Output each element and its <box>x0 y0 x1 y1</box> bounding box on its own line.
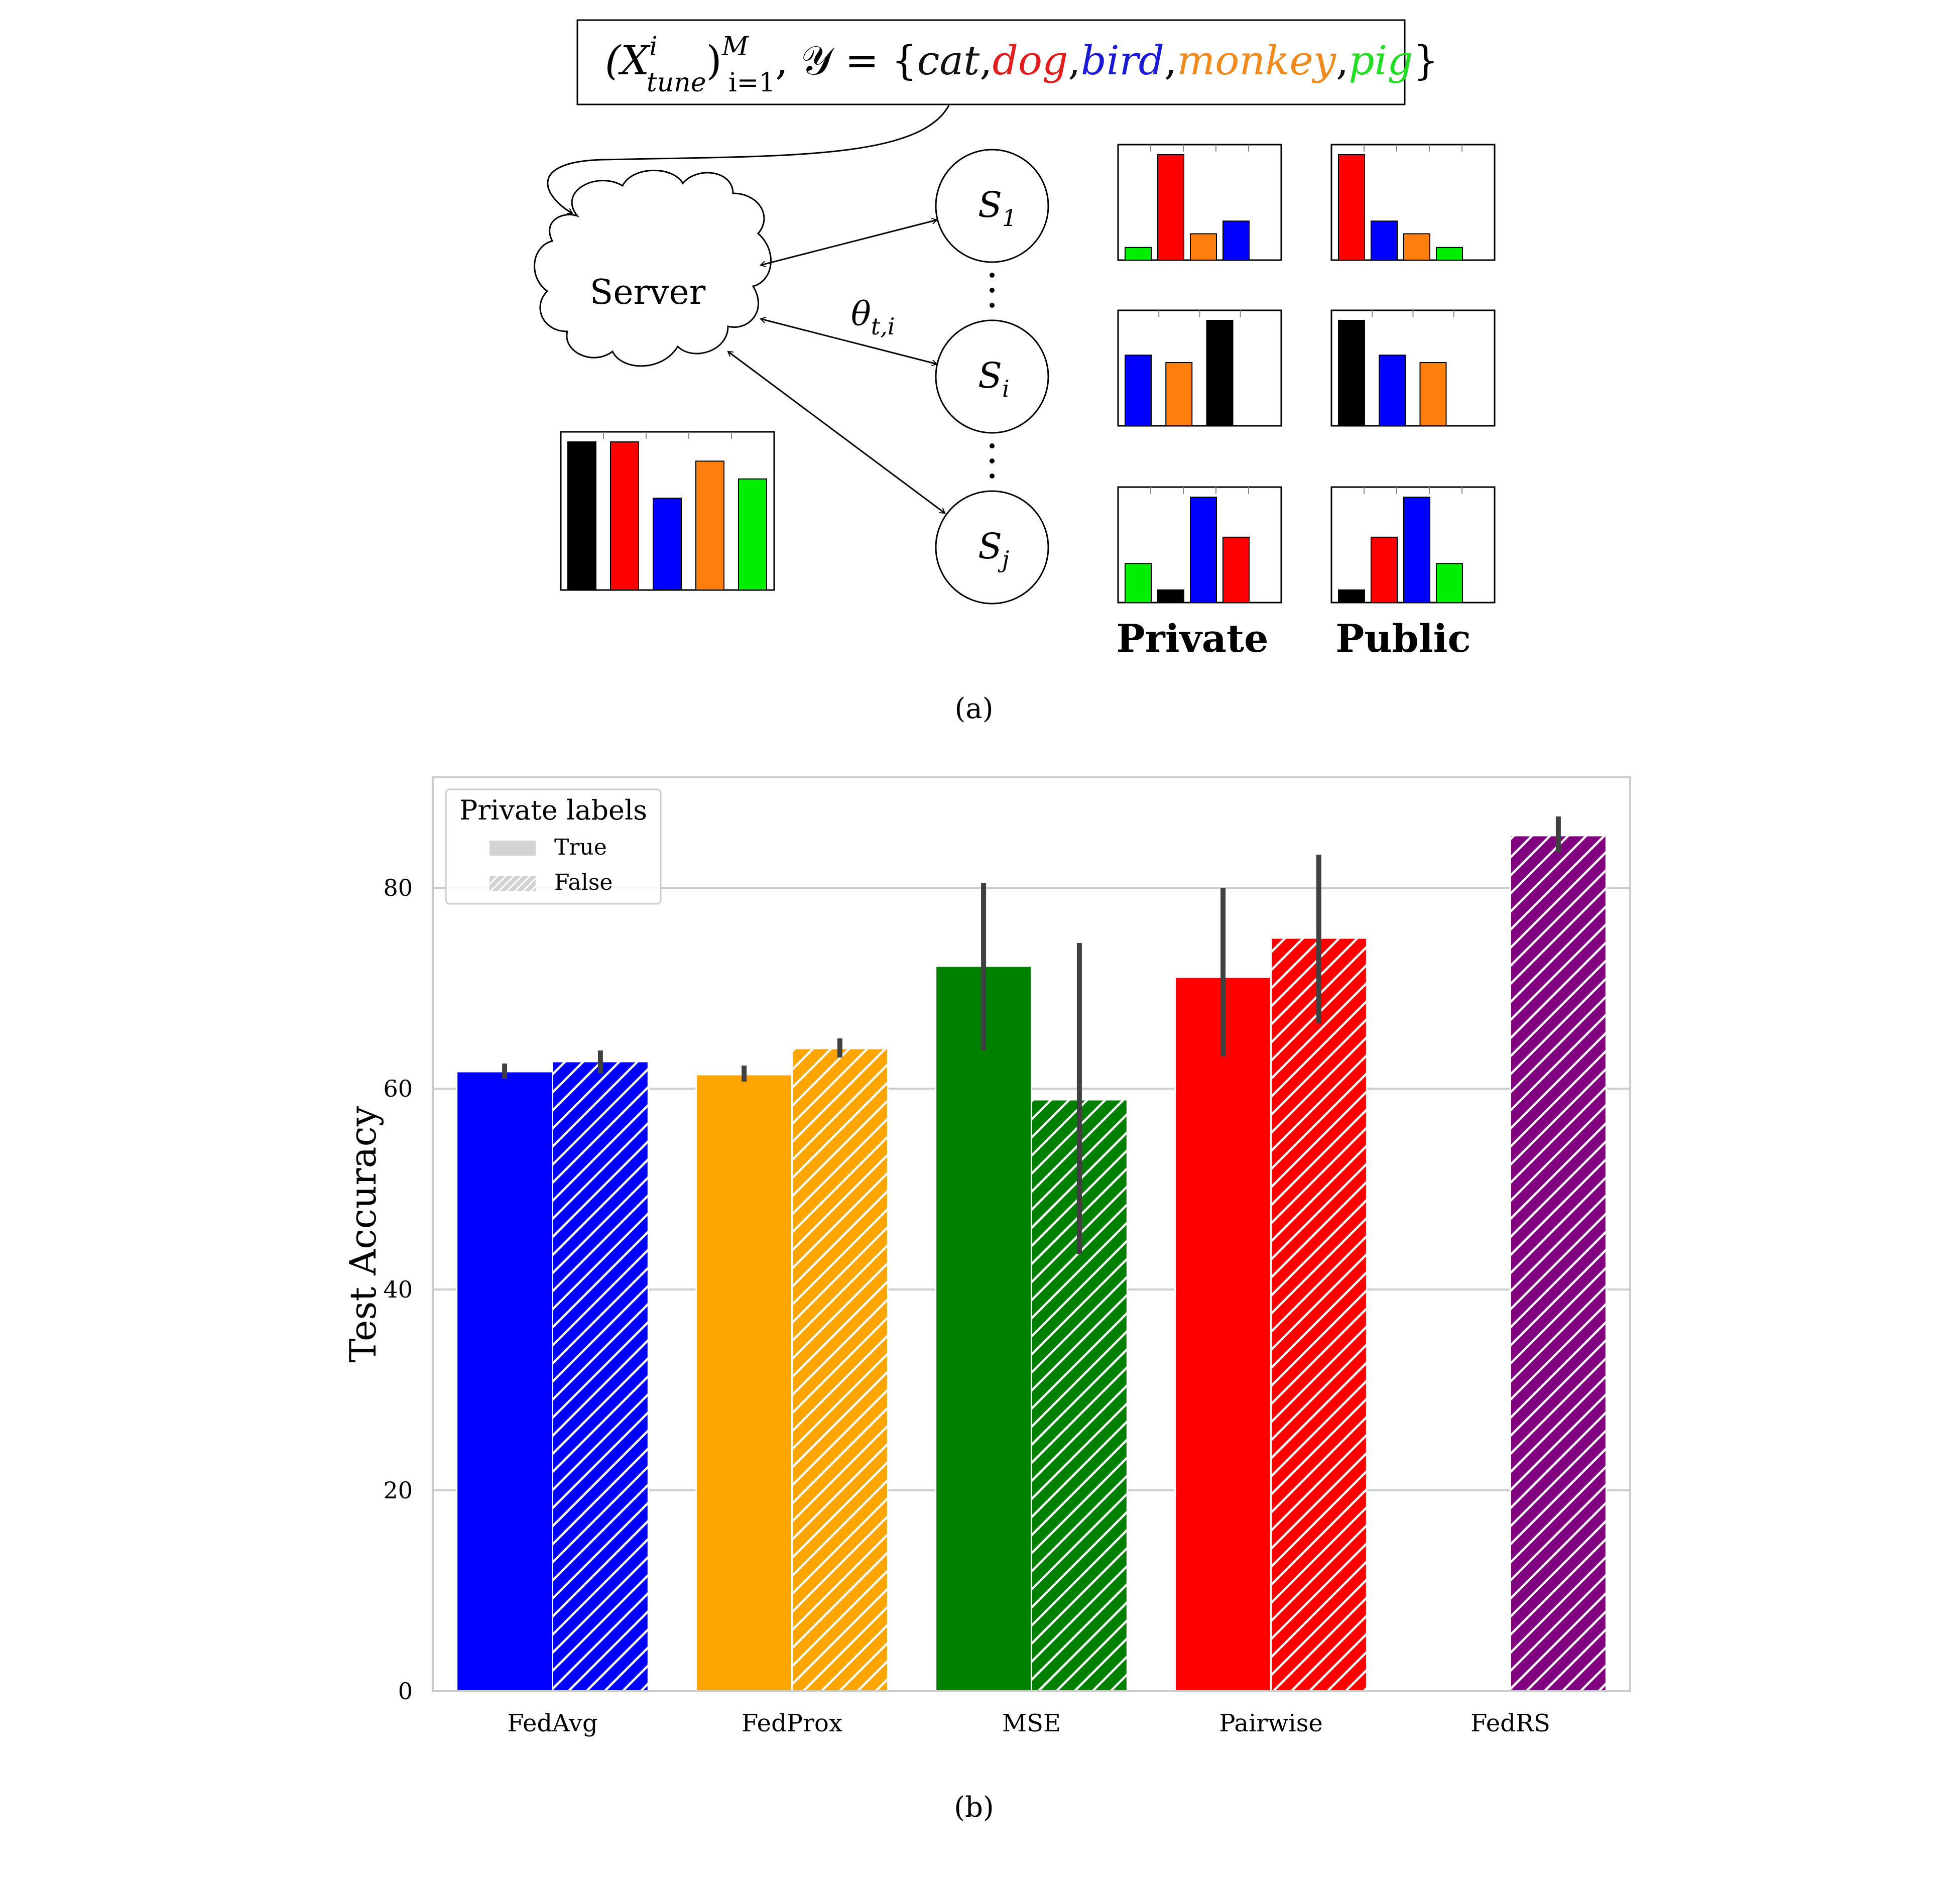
legend: Private labels True False <box>445 788 662 905</box>
private-histogram-2-bar <box>1206 320 1234 426</box>
node-label: S1 <box>978 184 1017 231</box>
private-histogram-2-bar <box>1165 362 1193 426</box>
arrow-server-s1 <box>761 220 937 265</box>
private-histogram-1-bar <box>1157 154 1184 261</box>
bar-fedavg-false-hatch <box>552 1062 649 1691</box>
bar-fedprox-false-hatch <box>792 1048 888 1691</box>
edge-label-theta: θt,i <box>851 295 895 340</box>
public-label: Public <box>1335 616 1471 661</box>
client-node-j: Sj <box>935 490 1049 605</box>
server-cloud: Server <box>534 169 772 367</box>
y-tick-label: 60 <box>383 1075 413 1102</box>
formula-label-monkey: monkey <box>1177 37 1336 84</box>
private-label: Private <box>1117 616 1269 661</box>
private-histogram-1-bar <box>1222 220 1250 261</box>
x-tick-label-pairwise: Pairwise <box>1219 1709 1323 1737</box>
y-axis-label: Test Accuracy <box>342 1106 384 1362</box>
public-histogram-1-bar <box>1403 233 1430 261</box>
bar-pairwise-true <box>1174 976 1272 1692</box>
legend-label-true: True <box>554 835 607 860</box>
x-tick-label-fedrs: FedRS <box>1471 1709 1550 1737</box>
private-histogram-1 <box>1117 144 1282 261</box>
formula-comma: , <box>1068 37 1080 84</box>
private-histogram-1-bar <box>1190 233 1217 261</box>
private-histogram-3-bar <box>1157 589 1184 604</box>
x-tick-label-fedprox: FedProx <box>742 1709 842 1737</box>
y-tick-label: 40 <box>383 1276 413 1303</box>
node-label: Si <box>978 355 1010 402</box>
y-tick-label: 80 <box>383 874 413 901</box>
error-bars <box>502 816 1561 1254</box>
arrow-server-si <box>761 319 937 364</box>
private-histogram-1-bar <box>1125 247 1152 261</box>
public-histogram-3-bar <box>1403 497 1430 603</box>
server-histogram-bar <box>738 478 767 591</box>
formula-comma: , <box>1164 37 1177 84</box>
legend-title: Private labels <box>459 794 647 826</box>
legend-label-false: False <box>554 870 612 895</box>
formula-text: (Xi tune)M i=1, 𝒴 = {cat,dog,bird,monkey,p… <box>605 32 1438 98</box>
public-histogram-2-bar <box>1338 320 1365 426</box>
formula-comma: , <box>979 37 992 84</box>
public-histogram-1-bar <box>1338 154 1365 261</box>
server-histogram-bar <box>653 498 682 591</box>
public-histogram-3-bar <box>1371 536 1398 604</box>
public-histogram-1 <box>1330 144 1496 261</box>
x-tick-label-mse: MSE <box>1002 1709 1061 1737</box>
diagram-panel-a: (Xi tune)M i=1, 𝒴 = {cat,dog,bird,monkey,p… <box>534 19 1496 725</box>
arrow-server-sj <box>728 350 945 514</box>
node-label: Sj <box>978 526 1009 573</box>
client-node-i: Si <box>935 319 1049 434</box>
x-tick-label-fedavg: FedAvg <box>507 1709 597 1737</box>
bar-fedavg-true <box>456 1071 554 1692</box>
vertical-dots <box>990 273 995 479</box>
bar-fedrs-false-hatch <box>1510 836 1607 1691</box>
public-histogram-3-bar <box>1436 563 1463 604</box>
bar-pairwise-false-hatch <box>1271 938 1367 1691</box>
legend-swatch-false-hatch <box>489 876 536 891</box>
private-histogram-3-bar <box>1222 536 1250 604</box>
caption-a: (a) <box>954 692 993 725</box>
legend-swatch-true <box>489 841 536 856</box>
chart-bars <box>456 835 1607 1692</box>
public-histogram-1-bar <box>1436 247 1463 261</box>
server-histogram-bar <box>567 441 596 591</box>
private-histogram-3-bar <box>1190 497 1217 603</box>
formula-label-pig: pig <box>1349 37 1413 84</box>
formula-comma: , <box>1336 37 1349 84</box>
plot-frame <box>432 776 1631 1692</box>
formula-label-cat: cat <box>917 37 981 84</box>
public-histogram-3 <box>1330 486 1496 604</box>
private-histogram-3 <box>1117 486 1282 604</box>
public-histogram-3-bar <box>1338 589 1365 604</box>
private-histogram-2-bar <box>1125 355 1152 426</box>
public-histogram-2-bar <box>1419 362 1447 426</box>
x-tick-labels: FedAvg FedProx MSE Pairwise FedRS <box>507 1709 1550 1737</box>
server-label: Server <box>590 273 706 312</box>
formula-to-server-arrow <box>547 105 950 214</box>
public-histogram-1-bar <box>1371 220 1398 261</box>
server-histogram-bar <box>610 441 639 591</box>
legend-box <box>445 788 662 905</box>
formula-label-dog: dog <box>993 37 1068 84</box>
server-histogram-bar <box>695 460 724 591</box>
server-histogram <box>560 431 775 591</box>
y-tick-labels: 0 20 40 60 80 <box>383 874 413 1705</box>
bar-fedprox-true <box>695 1074 793 1692</box>
histograms <box>560 144 1496 604</box>
private-histogram-3-bar <box>1125 563 1152 604</box>
bar-mse-true <box>935 965 1032 1692</box>
caption-b: (b) <box>954 1791 994 1824</box>
formula-label-bird: bird <box>1081 37 1164 84</box>
y-tick-label: 20 <box>383 1477 413 1504</box>
public-histogram-2-bar <box>1379 355 1406 426</box>
client-node-1: S1 <box>935 149 1049 263</box>
formula-box: (Xi tune)M i=1, 𝒴 = {cat,dog,bird,monkey,p… <box>576 19 1438 105</box>
public-histogram-2 <box>1330 309 1496 427</box>
private-histogram-2 <box>1117 309 1282 427</box>
client-nodes: S1 Si Sj <box>935 149 1049 605</box>
y-tick-label: 0 <box>398 1678 413 1705</box>
